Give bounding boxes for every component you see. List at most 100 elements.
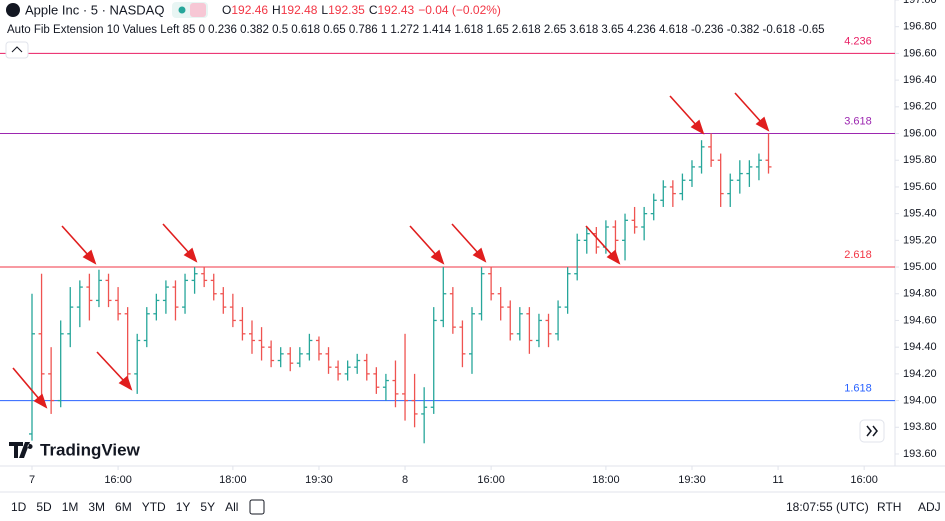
ohlc-bar — [583, 226, 590, 254]
x-tick-label: 7 — [29, 474, 35, 486]
y-tick-label: 196.00 — [903, 127, 937, 139]
ohlc-legend: O 192.46 H 192.48 L 192.35 C 192.43 −0.04 (−0.02… — [222, 3, 501, 17]
indicator-legend[interactable]: Auto Fib Extension 10 Values Left 85 0 0… — [7, 24, 825, 36]
ohlc-key: O — [222, 3, 231, 17]
y-tick-label: 196.80 — [903, 21, 937, 33]
adjust-button[interactable]: ADJ — [918, 500, 941, 514]
ohlc-key: C — [369, 3, 378, 17]
range-button[interactable]: All — [225, 500, 238, 514]
ohlc-bar — [698, 140, 705, 174]
ohlc-bar — [191, 267, 198, 294]
ohlc-bar — [277, 347, 284, 368]
ohlc-bar — [727, 173, 734, 207]
ohlc-bar — [220, 287, 227, 314]
ohlc-bar — [335, 360, 342, 381]
range-button[interactable]: 1Y — [176, 500, 191, 514]
ohlc-bar — [411, 373, 418, 428]
ohlc-bar — [708, 133, 715, 167]
y-tick-label: 194.20 — [903, 368, 937, 380]
ohlc-bar — [535, 313, 542, 348]
data-badge — [190, 3, 206, 17]
ohlc-bar — [95, 269, 102, 308]
ohlc-bar — [488, 267, 495, 301]
y-tick-label: 195.40 — [903, 208, 937, 220]
ohlc-bar — [268, 340, 275, 368]
ohlc-bar — [449, 287, 456, 334]
range-button[interactable]: 5D — [36, 500, 52, 514]
ohlc-value: 192.43 — [377, 3, 414, 17]
x-tick-label: 18:00 — [592, 474, 620, 486]
ohlc-bar — [134, 333, 141, 394]
date-range-button[interactable] — [249, 499, 265, 515]
tv-logo-mark — [9, 442, 33, 458]
fib-label: 1.618 — [844, 382, 872, 394]
range-button[interactable]: 1M — [62, 500, 79, 514]
ohlc-bar — [679, 173, 686, 201]
ohlc-bar — [239, 307, 246, 341]
ohlc-bar — [507, 300, 514, 341]
ohlc-bar — [162, 280, 169, 314]
y-tick-label: 196.60 — [903, 47, 937, 59]
ohlc-key: H — [272, 3, 281, 17]
range-button[interactable]: 6M — [115, 500, 132, 514]
y-tick-label: 194.80 — [903, 288, 937, 300]
ohlc-bar — [48, 347, 55, 414]
symbol-title[interactable]: Apple Inc · 5 · NASDAQ — [25, 2, 164, 17]
x-tick-label: 16:00 — [104, 474, 132, 486]
tv-logo-text: TradingView — [40, 440, 141, 459]
price-change: −0.04 (−0.02%) — [418, 3, 501, 17]
ohlc-bar — [182, 273, 189, 314]
y-tick-label: 193.80 — [903, 421, 937, 433]
ohlc-bar — [172, 280, 179, 321]
x-tick-label: 19:30 — [305, 474, 333, 486]
ohlc-bar — [765, 133, 772, 174]
ohlc-bar — [650, 193, 657, 221]
ohlc-bar — [363, 353, 370, 381]
y-tick-label: 197.00 — [903, 0, 937, 6]
ohlc-bar — [38, 273, 45, 401]
x-tick-label: 8 — [402, 474, 408, 486]
range-button[interactable]: 3M — [88, 500, 105, 514]
clock: 18:07:55 (UTC) — [786, 500, 869, 514]
ohlc-bar — [641, 206, 648, 241]
fib-label: 3.618 — [844, 115, 872, 127]
ohlc-bar — [430, 307, 437, 414]
ohlc-bar — [421, 387, 428, 444]
range-button[interactable]: 1D — [11, 500, 27, 514]
ohlc-bar — [105, 273, 112, 308]
ohlc-bar — [746, 160, 753, 187]
y-tick-label: 196.20 — [903, 101, 937, 113]
ohlc-bar — [248, 320, 255, 354]
scroll-button[interactable] — [859, 419, 885, 443]
y-tick-label: 194.60 — [903, 314, 937, 326]
fib-label: 2.618 — [844, 249, 872, 261]
ohlc-bar — [660, 180, 667, 207]
market-status — [178, 6, 186, 14]
ohlc-value: 192.46 — [231, 3, 268, 17]
ohlc-bar — [545, 313, 552, 348]
ohlc-bar — [210, 273, 217, 301]
range-button[interactable]: YTD — [142, 500, 166, 514]
ohlc-bar — [755, 153, 762, 181]
session-button[interactable]: RTH — [877, 500, 901, 514]
ohlc-bar — [57, 320, 64, 408]
range-button[interactable]: 5Y — [200, 500, 215, 514]
y-tick-label: 195.80 — [903, 154, 937, 166]
ohlc-bar — [373, 367, 380, 394]
ohlc-bar — [354, 353, 361, 374]
ohlc-bar — [564, 267, 571, 314]
ohlc-bar — [124, 307, 131, 388]
x-tick-label: 16:00 — [850, 474, 878, 486]
ohlc-bar — [612, 220, 619, 254]
ohlc-bar — [555, 300, 562, 341]
ohlc-bar — [622, 213, 629, 261]
collapse-button[interactable] — [5, 41, 29, 59]
ohlc-bar — [258, 327, 265, 361]
ohlc-bar — [516, 307, 523, 341]
x-tick-label: 19:30 — [678, 474, 706, 486]
ohlc-bar — [574, 233, 581, 281]
ohlc-bar — [688, 160, 695, 187]
y-tick-label: 195.60 — [903, 181, 937, 193]
ohlc-bar — [344, 360, 351, 381]
